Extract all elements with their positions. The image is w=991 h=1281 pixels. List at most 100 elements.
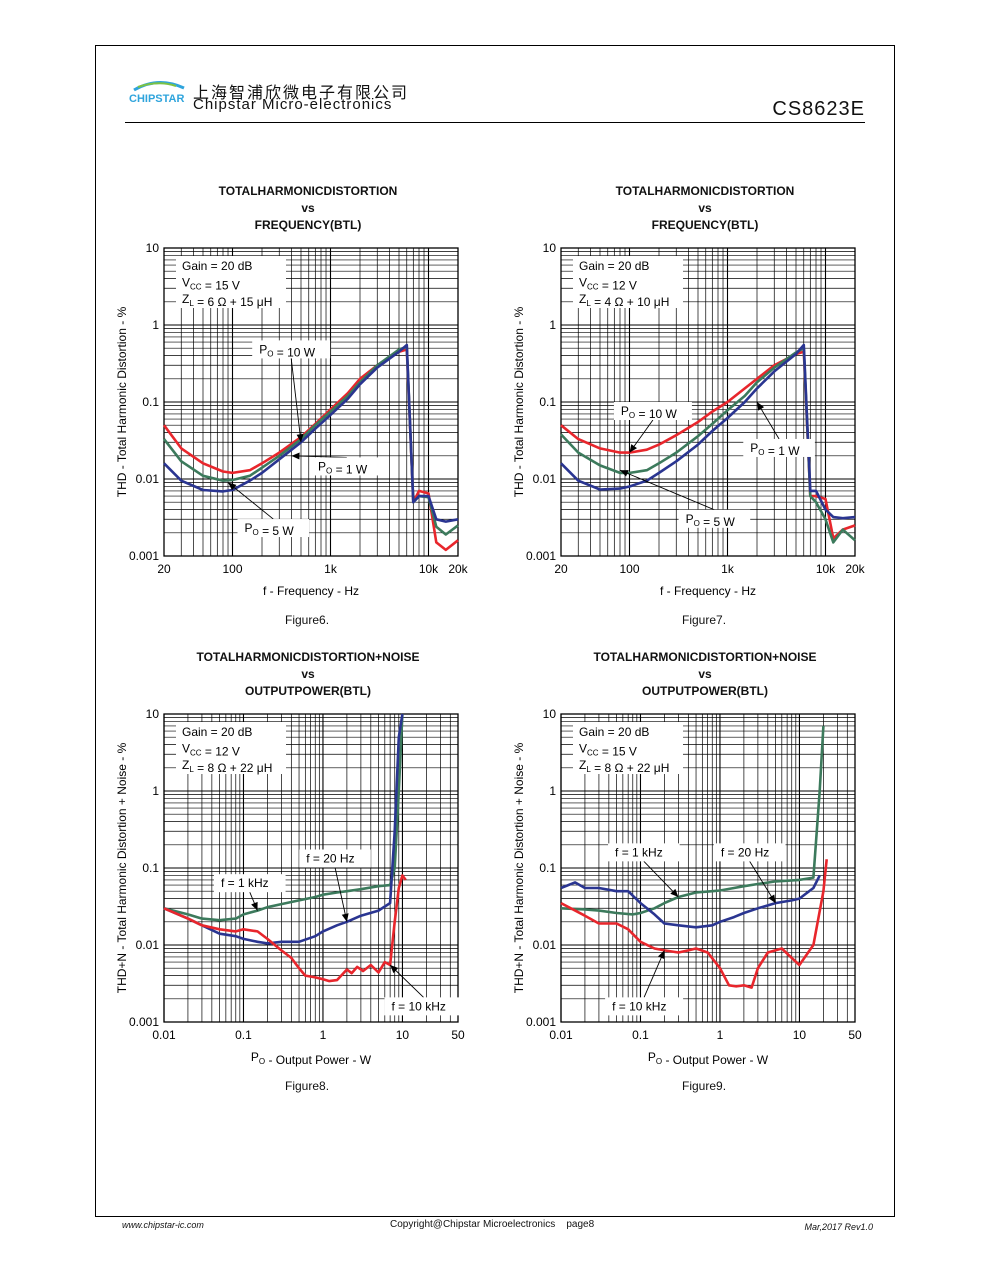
y-tick-label: 0.1 xyxy=(539,395,556,409)
fig7-title-line1: TOTALHARMONICDISTORTION xyxy=(540,183,870,200)
part-number: CS8623E xyxy=(772,98,865,121)
fig7-chart: 20 100 1k 10k 20k 0.001 0.01 0.1 1 10 f - Frequenc… xyxy=(509,238,879,603)
y-tick-label: 10 xyxy=(146,707,160,721)
x-tick-label: 20 xyxy=(157,562,171,576)
y-tick-label: 1 xyxy=(549,318,556,332)
x-axis-label: f - Frequency - Hz xyxy=(263,584,359,598)
x-tick-label: 1k xyxy=(721,562,735,576)
annotation-arrowhead xyxy=(292,453,300,460)
footer-rule xyxy=(110,1216,880,1217)
x-axis-label: PO - Output Power - W xyxy=(648,1050,769,1067)
x-tick-label: 10k xyxy=(816,562,836,576)
x-tick-label: 100 xyxy=(222,562,242,576)
x-tick-label: 0.01 xyxy=(549,1028,573,1042)
condition-text: Gain = 20 dB xyxy=(579,725,649,739)
y-tick-label: 0.01 xyxy=(136,472,160,486)
annotation-label: f = 10 kHz xyxy=(392,999,446,1013)
footer-website[interactable]: www.chipstar-ic.com xyxy=(122,1220,204,1230)
condition-text: Gain = 20 dB xyxy=(182,259,252,273)
annotation-label: PO = 1 W xyxy=(318,459,368,476)
x-tick-label: 10 xyxy=(793,1028,807,1042)
x-tick-label: 1 xyxy=(717,1028,724,1042)
fig9-title-line3: OUTPUTPOWER(BTL) xyxy=(540,683,870,700)
y-tick-label: 0.01 xyxy=(136,938,160,952)
series-line xyxy=(164,350,458,550)
y-axis-label: THD+N - Total Harmonic Distortion + Nois… xyxy=(512,742,526,993)
y-tick-label: 10 xyxy=(543,241,557,255)
annotation-label: PO = 5 W xyxy=(245,521,295,538)
chipstar-logo: CHIPSTAR xyxy=(128,78,188,112)
y-axis-label: THD+N - Total Harmonic Distortion + Nois… xyxy=(115,742,129,993)
x-axis-label: f - Frequency - Hz xyxy=(660,584,756,598)
y-tick-label: 0.001 xyxy=(129,1015,159,1029)
y-tick-label: 0.1 xyxy=(142,861,159,875)
y-tick-label: 10 xyxy=(543,707,557,721)
x-tick-label: 20k xyxy=(448,562,468,576)
x-axis-label: PO - Output Power - W xyxy=(251,1050,372,1067)
condition-text: ZL = 8 Ω + 22 μH xyxy=(182,758,272,775)
y-tick-label: 0.1 xyxy=(539,861,556,875)
fig8-caption: Figure8. xyxy=(285,1079,329,1093)
footer-copyright: Copyright@Chipstar Microelectronics page… xyxy=(390,1219,594,1230)
fig6-title-line1: TOTALHARMONICDISTORTION xyxy=(143,183,473,200)
fig8-title-line3: OUTPUTPOWER(BTL) xyxy=(143,683,473,700)
fig9-caption: Figure9. xyxy=(682,1079,726,1093)
fig7-title-line3: FREQUENCY(BTL) xyxy=(540,217,870,234)
condition-text: ZL = 4 Ω + 10 μH xyxy=(579,292,669,309)
condition-text: Gain = 20 dB xyxy=(182,725,252,739)
fig8-title-line2: vs xyxy=(143,666,473,683)
fig8-title-line1: TOTALHARMONICDISTORTION+NOISE xyxy=(143,649,473,666)
y-axis-label: THD - Total Harmonic Distortion - % xyxy=(115,306,129,497)
fig9-title: TOTALHARMONICDISTORTION+NOISE vs OUTPUTP… xyxy=(540,649,870,700)
x-tick-label: 1k xyxy=(324,562,338,576)
y-tick-label: 1 xyxy=(549,784,556,798)
annotation-leader xyxy=(620,470,714,510)
x-tick-label: 50 xyxy=(848,1028,862,1042)
y-tick-label: 10 xyxy=(146,241,160,255)
condition-text: ZL = 8 Ω + 22 μH xyxy=(579,758,669,775)
fig6-title-line3: FREQUENCY(BTL) xyxy=(143,217,473,234)
fig8-title: TOTALHARMONICDISTORTION+NOISE vs OUTPUTP… xyxy=(143,649,473,700)
fig6-title-line2: vs xyxy=(143,200,473,217)
annotation-leader xyxy=(228,483,273,520)
footer-revision: Mar,2017 Rev1.0 xyxy=(804,1222,873,1232)
x-tick-label: 10 xyxy=(396,1028,410,1042)
fig9-title-line1: TOTALHARMONICDISTORTION+NOISE xyxy=(540,649,870,666)
x-tick-label: 0.1 xyxy=(235,1028,252,1042)
fig7-caption: Figure7. xyxy=(682,613,726,627)
x-tick-label: 20 xyxy=(554,562,568,576)
y-axis-label: THD - Total Harmonic Distortion - % xyxy=(512,306,526,497)
series-line xyxy=(164,345,458,522)
y-tick-label: 0.1 xyxy=(142,395,159,409)
x-tick-label: 20k xyxy=(845,562,865,576)
annotation-leader xyxy=(291,358,301,442)
x-tick-label: 0.1 xyxy=(632,1028,649,1042)
y-tick-label: 0.001 xyxy=(129,549,159,563)
series-line xyxy=(561,876,820,928)
y-tick-label: 0.01 xyxy=(533,472,557,486)
annotation-label: PO = 1 W xyxy=(750,441,800,458)
logo-text: CHIPSTAR xyxy=(129,93,184,105)
fig6-title: TOTALHARMONICDISTORTION vs FREQUENCY(BTL… xyxy=(143,183,473,234)
y-tick-label: 0.01 xyxy=(533,938,557,952)
annotation-label: f = 20 Hz xyxy=(306,852,354,866)
x-tick-label: 10k xyxy=(419,562,439,576)
fig7-title-line2: vs xyxy=(540,200,870,217)
x-tick-label: 1 xyxy=(320,1028,327,1042)
y-tick-label: 0.001 xyxy=(526,1015,556,1029)
fig6-chart: 20 100 1k 10k 20k 0.001 0.01 0.1 1 10 f - Frequenc… xyxy=(112,238,482,603)
x-tick-label: 0.01 xyxy=(152,1028,176,1042)
condition-text: ZL = 6 Ω + 15 μH xyxy=(182,292,272,309)
annotation-label: f = 1 kHz xyxy=(615,845,663,859)
company-name-english: Chipstar Micro-electronics xyxy=(193,96,392,113)
condition-text: Gain = 20 dB xyxy=(579,259,649,273)
series-line xyxy=(164,347,458,535)
fig9-title-line2: vs xyxy=(540,666,870,683)
y-tick-label: 1 xyxy=(152,318,159,332)
y-tick-label: 0.001 xyxy=(526,549,556,563)
x-tick-label: 50 xyxy=(451,1028,465,1042)
annotation-label: f = 1 kHz xyxy=(221,876,269,890)
annotation-label: f = 10 kHz xyxy=(612,999,666,1013)
